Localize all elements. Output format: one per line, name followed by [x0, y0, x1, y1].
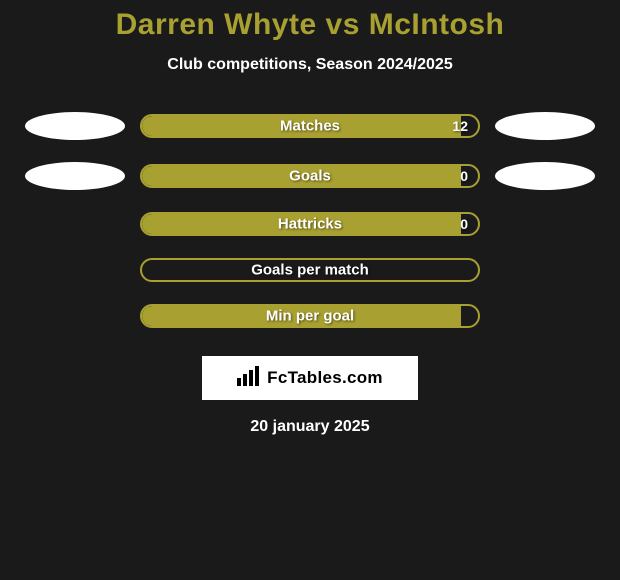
stat-label: Goals	[289, 168, 331, 185]
stat-bar: Goals per match	[140, 258, 480, 282]
stat-bar: Matches 12	[140, 114, 480, 138]
bar-chart-icon	[237, 366, 261, 391]
stat-value: 12	[452, 118, 468, 134]
stat-bar: Hattricks 0	[140, 212, 480, 236]
footer-date: 20 january 2025	[0, 418, 620, 436]
left-spacer	[10, 112, 140, 140]
right-spacer	[480, 112, 610, 140]
page-title: Darren Whyte vs McIntosh	[0, 8, 620, 42]
left-ellipse-icon	[25, 112, 125, 140]
left-spacer	[10, 162, 140, 190]
stat-row: Min per goal	[0, 304, 620, 328]
comparison-chart: Matches 12 Goals 0 Hattricks 0 Goals per match…	[0, 112, 620, 328]
stat-label: Matches	[280, 118, 340, 135]
right-spacer	[480, 162, 610, 190]
stat-row: Goals 0	[0, 162, 620, 190]
stat-row: Matches 12	[0, 112, 620, 140]
logo-text: FcTables.com	[267, 368, 383, 388]
right-ellipse-icon	[495, 162, 595, 190]
logo-box: FcTables.com	[202, 356, 418, 400]
stat-value: 0	[460, 168, 468, 184]
stat-value: 0	[460, 216, 468, 232]
stat-bar: Min per goal	[140, 304, 480, 328]
stat-row: Goals per match	[0, 258, 620, 282]
right-ellipse-icon	[495, 112, 595, 140]
subtitle: Club competitions, Season 2024/2025	[0, 56, 620, 74]
stat-row: Hattricks 0	[0, 212, 620, 236]
stat-label: Goals per match	[251, 262, 369, 279]
stat-bar: Goals 0	[140, 164, 480, 188]
stat-label: Hattricks	[278, 216, 342, 233]
left-ellipse-icon	[25, 162, 125, 190]
stat-label: Min per goal	[266, 308, 354, 325]
